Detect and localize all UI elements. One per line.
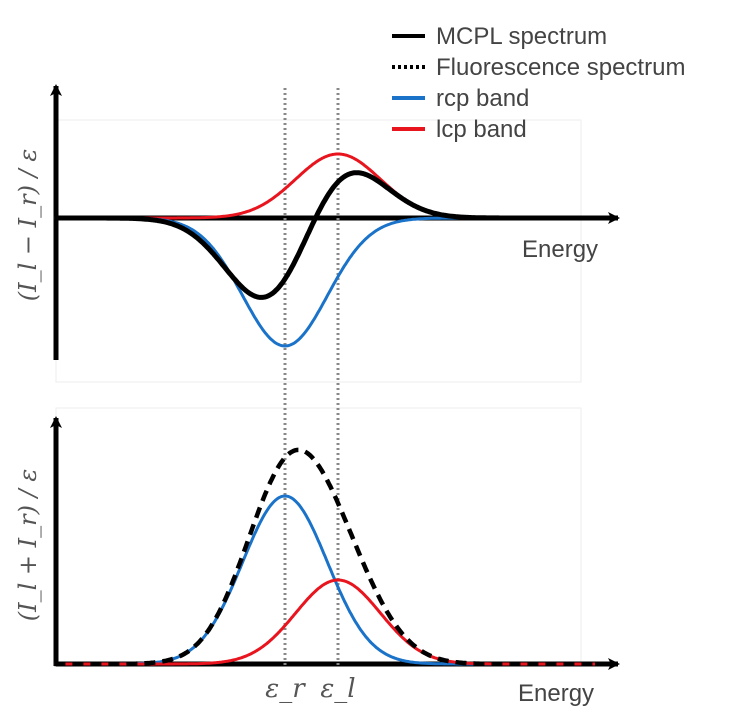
top-x-axis-label: Energy (522, 236, 598, 263)
legend-label-fluorescence: Fluorescence spectrum (436, 54, 685, 81)
bottom-y-axis-label: (I_l + I_r) / ε (14, 469, 42, 621)
legend: MCPL spectrum Fluorescence spectrum rcp … (392, 23, 685, 143)
legend-label-lcp: lcp band (436, 116, 527, 143)
bottom-rcp-curve (54, 494, 596, 666)
top-lcp-curve (54, 152, 596, 220)
top-y-axis-label: (I_l − I_r) / ε (14, 149, 42, 301)
bottom-x-axis-label: Energy (518, 680, 594, 707)
top-rcp-curve (54, 216, 596, 348)
curves (53, 152, 597, 667)
bottom-fluorescence-curve (53, 447, 596, 667)
legend-label-mcpl: MCPL spectrum (436, 23, 607, 50)
eps-l-label: ε_l (320, 674, 355, 704)
bottom-lcp-curve (54, 578, 596, 666)
bottom-y-axis-label-group: (I_l + I_r) / ε (14, 469, 42, 621)
bottom-panel-frame (55, 407, 582, 667)
legend-label-rcp: rcp band (436, 85, 529, 112)
top-mcpl-curve (53, 170, 597, 300)
eps-r-label: ε_r (265, 674, 306, 704)
top-y-axis-label-group: (I_l − I_r) / ε (14, 149, 42, 301)
